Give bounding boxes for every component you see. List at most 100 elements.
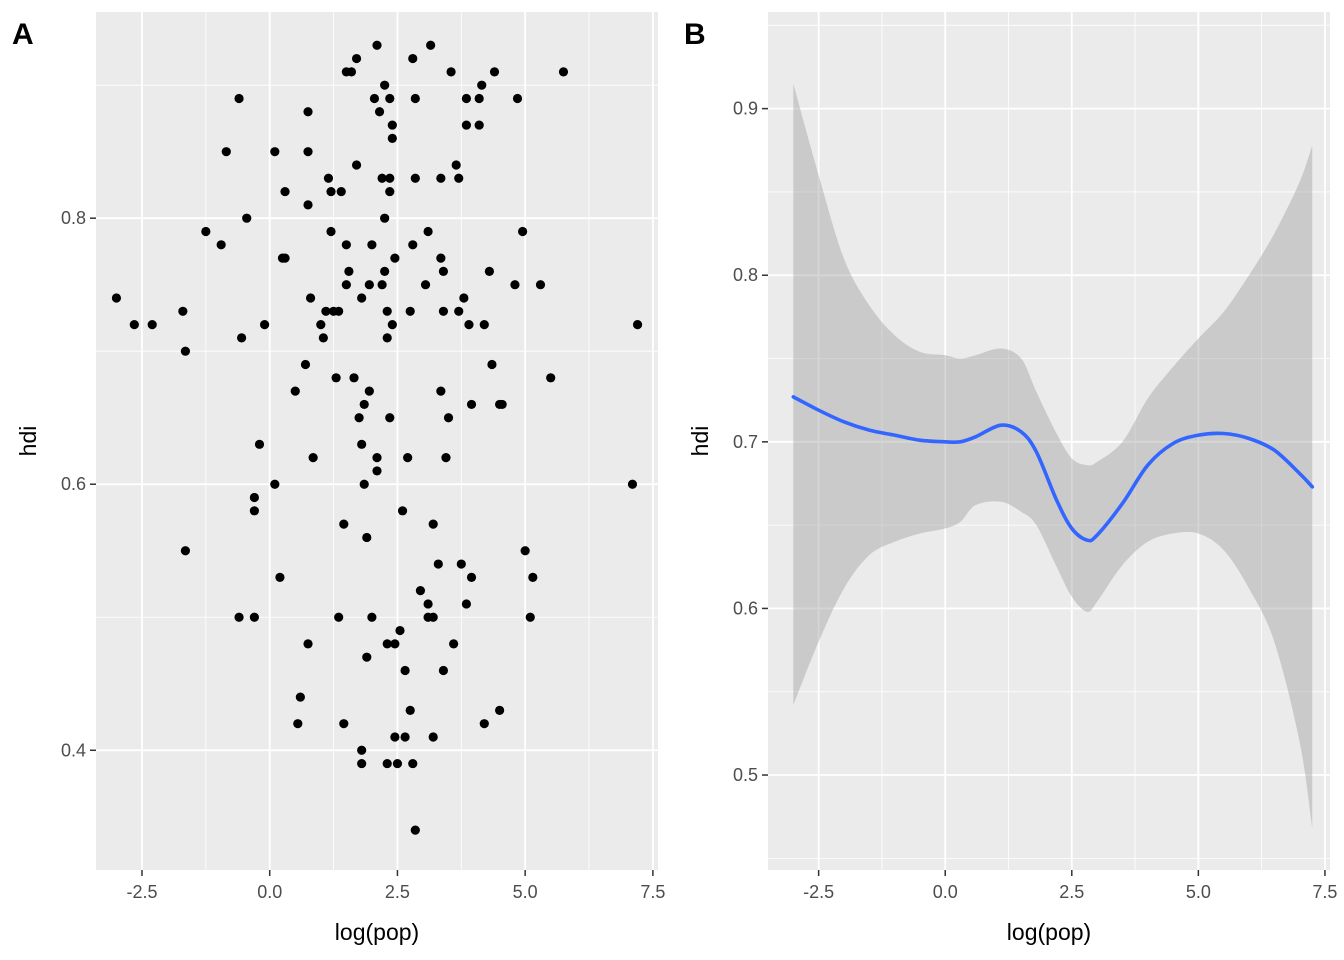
data-point	[400, 732, 410, 742]
data-point	[479, 719, 489, 729]
data-point	[428, 519, 438, 529]
data-point	[357, 439, 367, 449]
data-point	[351, 160, 362, 170]
data-point	[341, 240, 351, 250]
data-point	[367, 612, 377, 622]
x-tick-label: 0.0	[257, 882, 282, 902]
data-point	[249, 492, 259, 503]
panel-b-gridlines	[768, 12, 1330, 870]
data-point	[489, 67, 500, 77]
data-point	[380, 266, 390, 276]
data-point	[408, 758, 418, 769]
data-point	[334, 306, 344, 316]
data-point	[520, 546, 530, 556]
data-point	[474, 93, 484, 104]
data-point	[387, 133, 397, 143]
data-point	[436, 253, 446, 263]
data-point	[362, 652, 372, 662]
data-point	[129, 320, 139, 330]
data-point	[321, 306, 331, 316]
data-point	[303, 147, 313, 157]
data-point	[410, 93, 420, 104]
data-point	[180, 546, 191, 556]
data-point	[433, 559, 443, 569]
data-point	[451, 160, 461, 170]
panel-a-x-axis-title: log(pop)	[335, 919, 419, 945]
data-point	[303, 639, 313, 649]
data-point	[323, 173, 334, 183]
data-point	[426, 40, 436, 50]
data-point	[632, 320, 643, 330]
data-point	[390, 732, 400, 742]
data-point	[260, 320, 270, 330]
data-point	[385, 173, 395, 183]
data-point	[280, 253, 290, 263]
data-point	[385, 413, 395, 423]
data-point	[403, 453, 413, 463]
data-point	[420, 280, 431, 290]
panel-b-x-ticks: -2.5 0.0 2.5 5.0 7.5	[803, 870, 1337, 902]
data-point	[374, 107, 385, 117]
x-tick-label: 2.5	[1059, 882, 1084, 902]
data-point	[528, 572, 538, 582]
data-point	[459, 293, 469, 303]
data-point	[359, 399, 369, 410]
panel-a: A -2.5 0.0 2.5 5.0 7.5 0.4 0.6 0.8 log(pop) hd…	[12, 12, 665, 945]
data-point	[438, 306, 449, 316]
x-tick-label: 5.0	[1186, 882, 1211, 902]
panel-a-points	[111, 40, 643, 835]
data-point	[364, 280, 374, 290]
data-point	[336, 186, 346, 197]
data-point	[558, 67, 569, 77]
data-point	[249, 612, 259, 622]
data-point	[441, 453, 451, 463]
data-point	[525, 612, 535, 622]
panel-a-x-ticks: -2.5 0.0 2.5 5.0 7.5	[126, 870, 665, 902]
data-point	[423, 226, 433, 237]
data-point	[334, 612, 344, 622]
data-point	[234, 93, 244, 104]
data-point	[408, 53, 418, 64]
data-point	[380, 80, 390, 90]
data-point	[443, 413, 454, 423]
panel-b-confidence-band	[793, 83, 1313, 829]
panel-a-tag: A	[12, 18, 34, 51]
data-point	[180, 346, 191, 356]
data-point	[535, 280, 546, 290]
data-point	[385, 93, 395, 104]
data-point	[362, 532, 372, 543]
data-point	[300, 359, 311, 370]
data-point	[456, 559, 466, 569]
panel-b-y-axis-title: hdi	[687, 426, 713, 457]
panel-a-plot-background	[96, 12, 658, 870]
data-point	[428, 732, 438, 742]
data-point	[357, 758, 367, 769]
x-tick-label: 0.0	[933, 882, 958, 902]
data-point	[367, 240, 377, 250]
data-point	[405, 306, 415, 316]
panel-a-y-axis-title: hdi	[15, 426, 41, 457]
data-point	[390, 639, 400, 649]
data-point	[316, 320, 326, 330]
data-point	[339, 519, 349, 529]
data-point	[395, 625, 405, 636]
x-tick-label: -2.5	[126, 882, 157, 902]
data-point	[344, 266, 354, 276]
x-tick-label: -2.5	[803, 882, 834, 902]
panel-b-y-ticks: 0.5 0.6 0.7 0.8 0.9	[733, 99, 768, 785]
data-point	[380, 213, 390, 223]
data-point	[461, 93, 472, 104]
data-point	[221, 147, 231, 157]
y-tick-label: 0.8	[733, 265, 758, 285]
data-point	[382, 333, 392, 343]
data-point	[438, 266, 449, 276]
data-point	[372, 453, 382, 463]
data-point	[518, 226, 528, 237]
data-point	[410, 173, 420, 183]
y-tick-label: 0.6	[61, 474, 86, 494]
data-point	[410, 825, 420, 835]
data-point	[357, 745, 367, 755]
data-point	[254, 439, 265, 449]
data-point	[390, 253, 400, 263]
